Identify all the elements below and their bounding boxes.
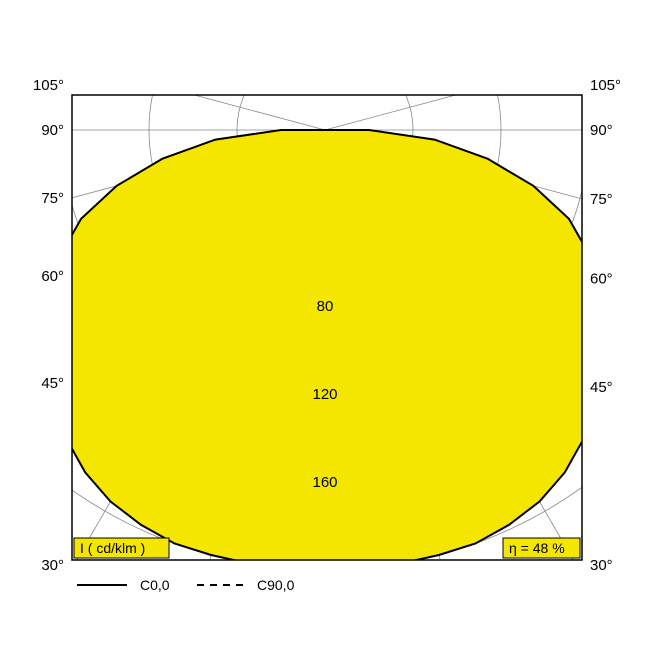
legend-right-text: η = 48 % bbox=[509, 540, 565, 556]
legend-c00-text: C0,0 bbox=[140, 577, 170, 593]
angle-label: 45° bbox=[41, 375, 64, 392]
angle-label: 105° bbox=[590, 77, 621, 94]
radius-label: 160 bbox=[312, 474, 337, 491]
legend-c90-text: C90,0 bbox=[257, 577, 295, 593]
angle-label: 75° bbox=[590, 191, 613, 208]
angle-label: 90° bbox=[590, 122, 613, 139]
angle-label: 30° bbox=[590, 557, 613, 574]
legend-left-text: I ( cd/klm ) bbox=[80, 540, 145, 556]
angle-label: 30° bbox=[41, 557, 64, 574]
grid-ray bbox=[325, 0, 650, 130]
angle-label: 75° bbox=[41, 190, 64, 207]
angle-label: 45° bbox=[590, 379, 613, 396]
intensity-curve-fill bbox=[46, 130, 605, 570]
grid-ray bbox=[0, 0, 325, 130]
angle-label: 60° bbox=[590, 270, 613, 287]
polar-intensity-chart: 80 120 160 105° 90° 75° 60° 45° 30° 105° 90° 75° 6… bbox=[0, 0, 650, 650]
radius-label: 120 bbox=[312, 386, 337, 403]
angle-label: 60° bbox=[41, 268, 64, 285]
angle-label: 90° bbox=[41, 122, 64, 139]
angle-label: 105° bbox=[33, 77, 64, 94]
radius-label: 80 bbox=[317, 298, 334, 315]
